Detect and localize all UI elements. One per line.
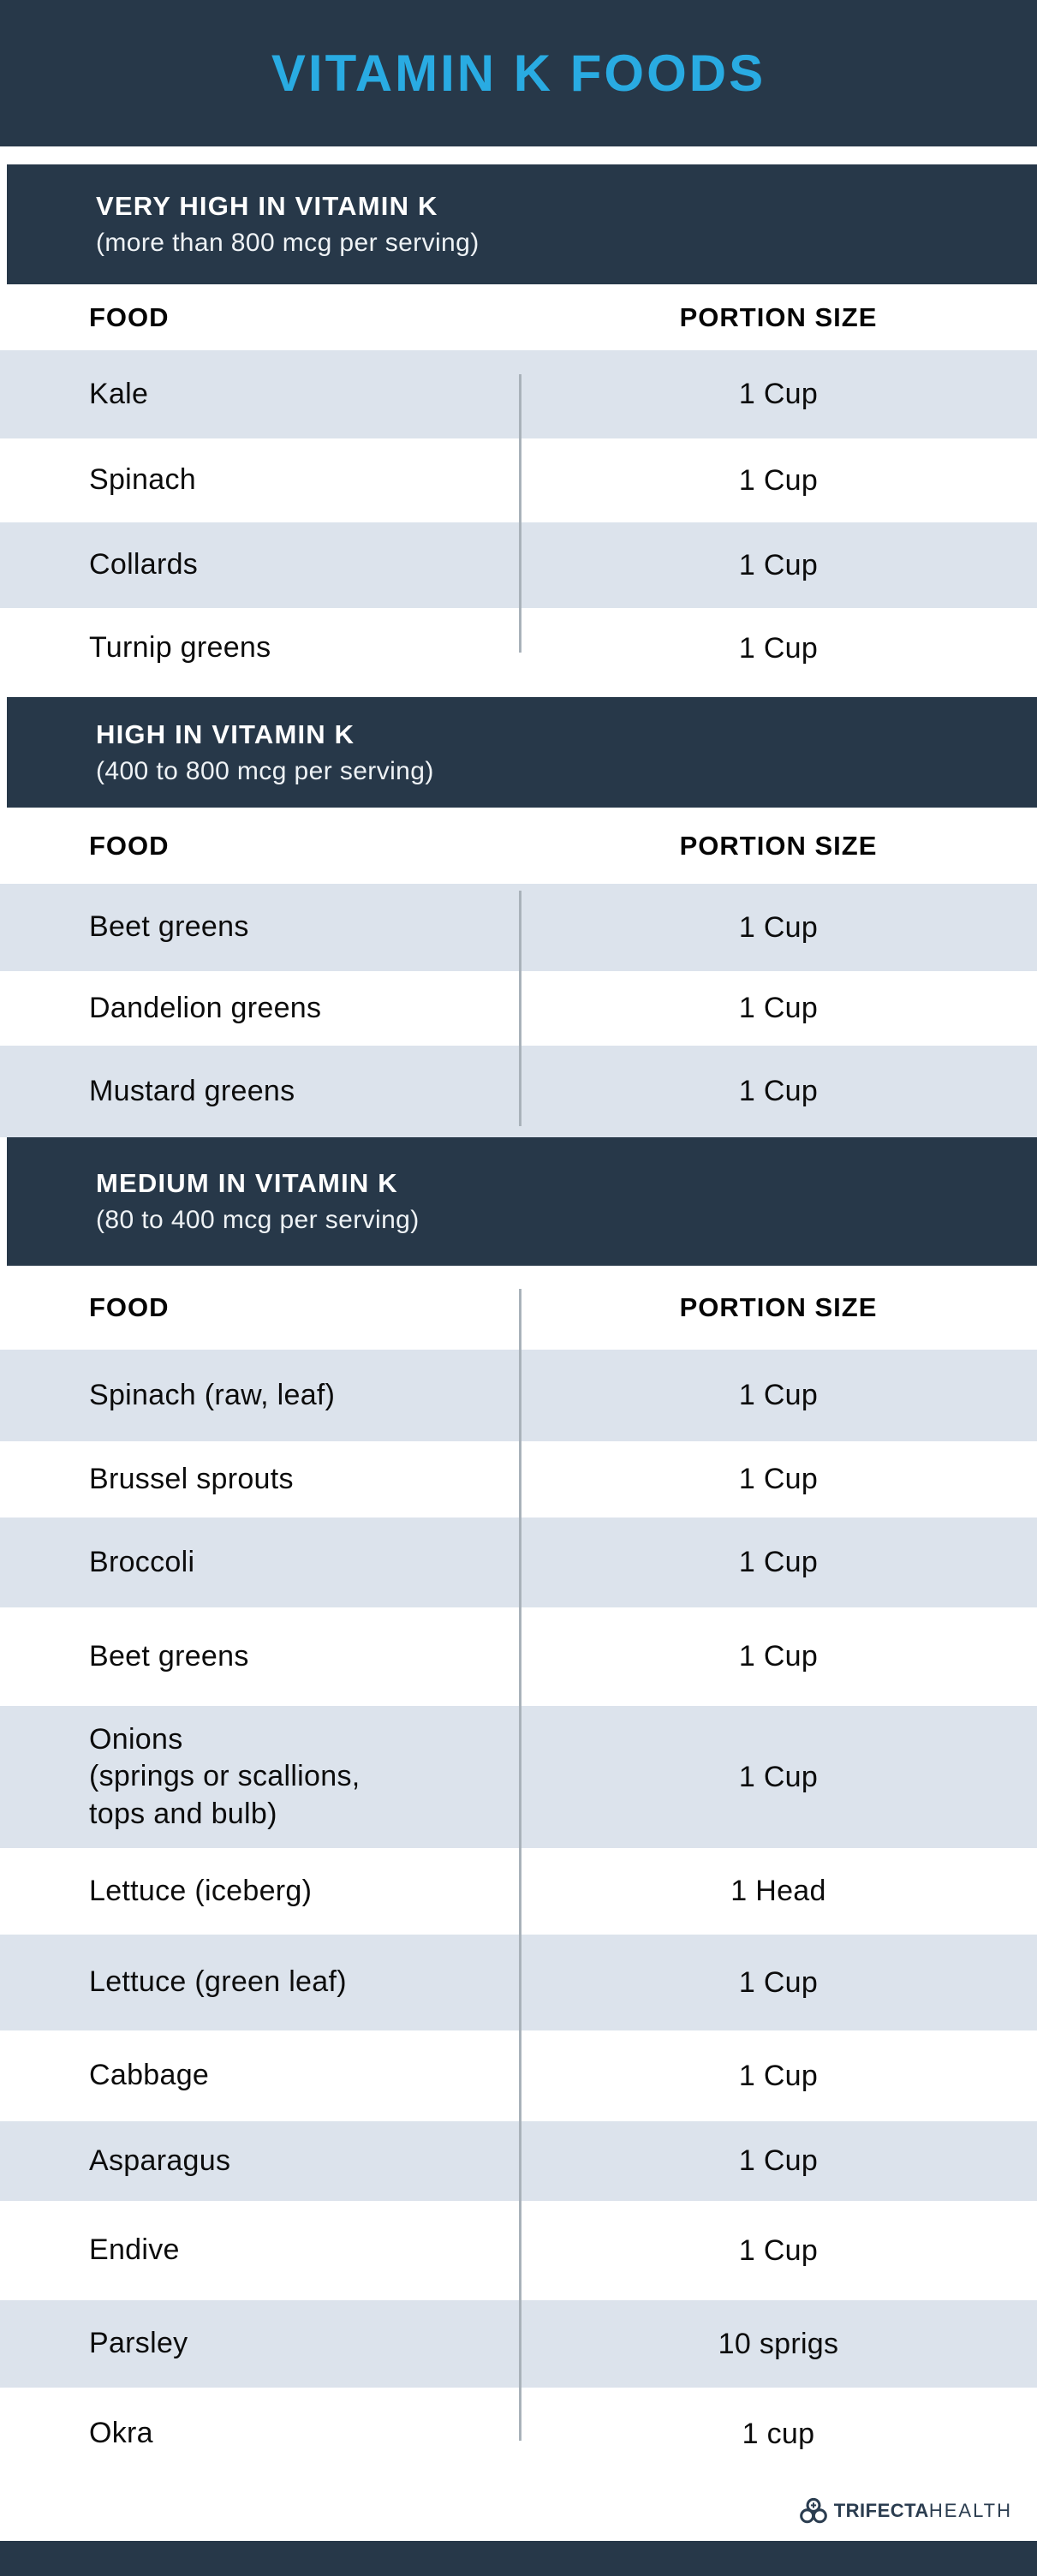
food-cell: Spinach (raw, leaf) [89, 1378, 336, 1411]
trifecta-circles-icon [799, 2497, 827, 2523]
table-medium: FOOD PORTION SIZE Spinach (raw, leaf) 1 … [0, 1266, 1037, 2480]
food-cell: Beet greens [89, 1639, 249, 1673]
spacer [0, 146, 1037, 164]
column-divider [519, 374, 521, 653]
portion-cell: 1 Cup [738, 378, 819, 410]
table-row: Onions (springs or scallions, tops and b… [0, 1706, 1037, 1848]
column-header-food: FOOD [89, 830, 170, 861]
table-high: FOOD PORTION SIZE Beet greens 1 Cup Dand… [0, 808, 1037, 1137]
portion-cell: 1 Cup [738, 910, 819, 944]
portion-cell: 1 Cup [738, 1075, 819, 1107]
column-header-portion: PORTION SIZE [679, 301, 878, 332]
table-very-high: FOOD PORTION SIZE Kale 1 Cup Spinach 1 C… [0, 284, 1037, 689]
food-cell: Lettuce (iceberg) [89, 1874, 313, 1907]
food-cell: Brussel sprouts [89, 1462, 294, 1495]
food-cell: Lettuce (green leaf) [89, 1965, 347, 1999]
section-header-medium: MEDIUM IN VITAMIN K (80 to 400 mcg per s… [7, 1137, 1037, 1266]
portion-cell: 1 Cup [738, 2233, 819, 2267]
section-subheading: (400 to 800 mcg per serving) [96, 756, 434, 785]
brand-name-bold: TRIFECTA [833, 2499, 929, 2521]
portion-cell: 1 Cup [738, 1379, 819, 1411]
spacer [0, 689, 1037, 697]
portion-cell: 1 Cup [738, 2144, 819, 2177]
table-row: Kale 1 Cup [0, 350, 1037, 438]
table-row: Lettuce (green leaf) 1 Cup [0, 1935, 1037, 2030]
portion-cell: 1 Cup [738, 1463, 819, 1495]
food-cell: Asparagus [89, 2144, 231, 2177]
food-cell: Turnip greens [89, 631, 271, 665]
table-header-row: FOOD PORTION SIZE [0, 1266, 1037, 1350]
portion-cell: 1 Cup [738, 1760, 819, 1793]
section-subheading: (80 to 400 mcg per serving) [96, 1206, 420, 1234]
column-header-portion: PORTION SIZE [679, 1292, 878, 1322]
column-header-portion: PORTION SIZE [679, 830, 878, 861]
table-row: Okra 1 cup [0, 2388, 1037, 2480]
food-cell: Onions (springs or scallions, tops and b… [89, 1722, 361, 1830]
column-header-food: FOOD [89, 301, 170, 332]
food-cell: Parsley [89, 2327, 188, 2360]
table-row: Mustard greens 1 Cup [0, 1046, 1037, 1137]
food-cell: Endive [89, 2233, 180, 2267]
table-row: Beet greens 1 Cup [0, 884, 1037, 971]
portion-cell: 1 Cup [738, 548, 819, 581]
title-band: VITAMIN K FOODS [0, 0, 1037, 146]
food-cell: Broccoli [89, 1545, 195, 1578]
table-row: Lettuce (iceberg) 1 Head [0, 1848, 1037, 1935]
table-row: Spinach 1 Cup [0, 438, 1037, 522]
food-cell: Spinach [89, 463, 196, 497]
food-cell: Collards [89, 548, 199, 581]
brand-name-light: HEALTH [928, 2499, 1012, 2521]
portion-cell: 1 Cup [738, 992, 819, 1024]
footer-bar [0, 2541, 1037, 2576]
table-header-row: FOOD PORTION SIZE [0, 284, 1037, 350]
table-row: Endive 1 Cup [0, 2201, 1037, 2300]
page-title: VITAMIN K FOODS [271, 45, 766, 102]
portion-cell: 1 Cup [738, 2059, 819, 2092]
food-cell: Cabbage [89, 2059, 210, 2092]
food-cell: Okra [89, 2417, 153, 2450]
trifecta-health-logo: TRIFECTA HEALTH [799, 2497, 1012, 2525]
table-row: Parsley 10 sprigs [0, 2300, 1037, 2388]
food-cell: Dandelion greens [89, 991, 322, 1024]
section-header-high: HIGH IN VITAMIN K (400 to 800 mcg per se… [7, 697, 1037, 808]
portion-cell: 1 cup [742, 2417, 815, 2450]
table-row: Turnip greens 1 Cup [0, 608, 1037, 689]
section-heading: MEDIUM IN VITAMIN K [96, 1168, 398, 1198]
portion-cell: 1 Head [730, 1875, 826, 1907]
table-row: Spinach (raw, leaf) 1 Cup [0, 1350, 1037, 1441]
column-divider [519, 1289, 521, 2441]
table-row: Broccoli 1 Cup [0, 1518, 1037, 1607]
section-header-very-high: VERY HIGH IN VITAMIN K (more than 800 mc… [7, 164, 1037, 284]
food-cell: Beet greens [89, 910, 249, 944]
table-row: Asparagus 1 Cup [0, 2121, 1037, 2201]
portion-cell: 1 Cup [738, 631, 819, 665]
footer-logo-strip: TRIFECTA HEALTH [0, 2480, 1037, 2541]
table-row: Cabbage 1 Cup [0, 2030, 1037, 2121]
section-heading: VERY HIGH IN VITAMIN K [96, 191, 438, 221]
column-header-food: FOOD [89, 1292, 170, 1322]
table-row: Brussel sprouts 1 Cup [0, 1441, 1037, 1518]
section-heading: HIGH IN VITAMIN K [96, 719, 355, 749]
portion-cell: 1 Cup [738, 463, 819, 497]
food-cell: Mustard greens [89, 1074, 295, 1107]
table-row: Collards 1 Cup [0, 522, 1037, 608]
table-row: Dandelion greens 1 Cup [0, 971, 1037, 1046]
portion-cell: 1 Cup [738, 1965, 819, 1999]
portion-cell: 1 Cup [738, 1640, 819, 1673]
column-divider [519, 891, 521, 1126]
section-subheading: (more than 800 mcg per serving) [96, 229, 480, 257]
portion-cell: 10 sprigs [718, 2327, 839, 2360]
food-cell: Kale [89, 377, 149, 410]
table-header-row: FOOD PORTION SIZE [0, 808, 1037, 884]
portion-cell: 1 Cup [738, 1546, 819, 1578]
table-row: Beet greens 1 Cup [0, 1607, 1037, 1706]
